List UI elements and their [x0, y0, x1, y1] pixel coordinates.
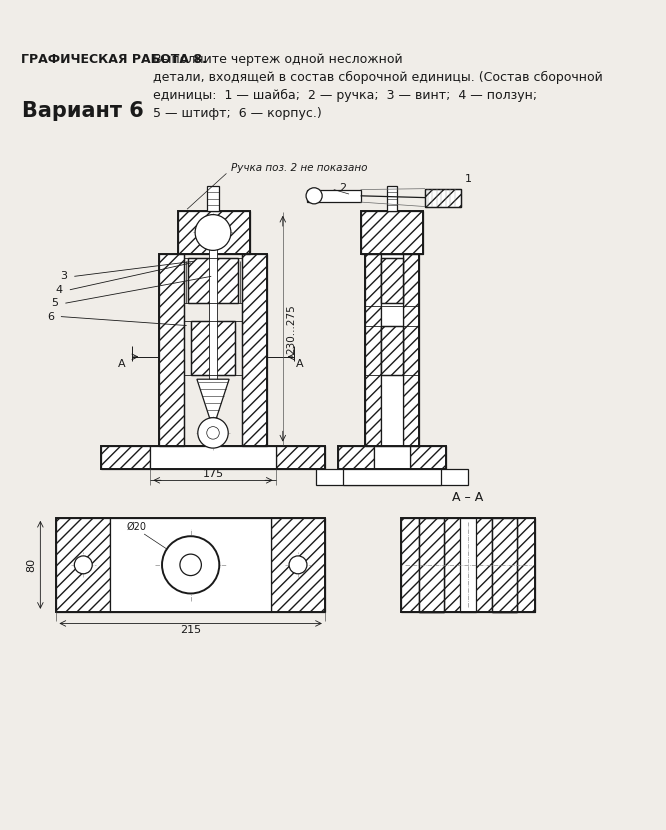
Bar [410, 447, 446, 469]
Bar [159, 254, 184, 447]
Polygon shape [197, 379, 229, 428]
Bar [419, 518, 444, 612]
Bar [360, 211, 424, 254]
Bar [338, 447, 374, 469]
Bar [110, 518, 271, 612]
Bar [206, 186, 219, 211]
Bar [57, 518, 110, 612]
Bar [401, 518, 535, 612]
Circle shape [162, 536, 219, 593]
Bar [403, 254, 419, 447]
Bar [492, 518, 517, 612]
Text: Выполните чертеж одной несложной
детали, входящей в состав сборочной единицы. (С: Выполните чертеж одной несложной детали,… [153, 52, 603, 120]
Bar [242, 254, 266, 447]
Bar [401, 518, 535, 612]
Circle shape [180, 554, 201, 575]
Circle shape [289, 556, 307, 574]
Bar [343, 469, 441, 485]
Bar [425, 188, 461, 207]
Circle shape [206, 427, 219, 439]
Bar [151, 447, 276, 469]
Bar [381, 258, 403, 303]
Bar [460, 518, 476, 612]
Bar [419, 518, 444, 612]
Circle shape [306, 188, 322, 204]
Text: А: А [118, 359, 126, 369]
Text: 215: 215 [180, 625, 201, 635]
Bar [159, 254, 266, 447]
Text: А – А: А – А [452, 491, 484, 505]
Bar [101, 447, 325, 469]
Bar [381, 325, 403, 374]
Bar [178, 211, 250, 254]
Text: ГРАФИЧЕСКАЯ РАБОТА 8.: ГРАФИЧЕСКАЯ РАБОТА 8. [21, 52, 206, 66]
Bar [338, 447, 446, 469]
Circle shape [198, 417, 228, 448]
Bar [374, 447, 410, 469]
Bar [57, 518, 325, 612]
Bar [381, 258, 403, 303]
Bar [492, 518, 517, 612]
Bar [271, 518, 325, 612]
Text: 230...275: 230...275 [286, 304, 296, 354]
Text: 80: 80 [26, 558, 36, 572]
Text: 4: 4 [55, 285, 63, 295]
Text: 2: 2 [339, 183, 346, 193]
Text: 6: 6 [47, 311, 54, 321]
Bar [381, 325, 403, 374]
Text: 3: 3 [60, 271, 67, 281]
Bar [365, 254, 419, 447]
Bar [307, 189, 360, 202]
Bar [276, 447, 325, 469]
Text: 175: 175 [202, 468, 224, 479]
Bar [492, 518, 517, 612]
Bar [419, 518, 444, 612]
Text: 1: 1 [466, 174, 472, 184]
Bar [191, 321, 235, 374]
Text: 5: 5 [51, 298, 58, 308]
Bar [381, 254, 403, 447]
Bar [386, 186, 398, 211]
Bar [191, 321, 235, 374]
Bar [316, 469, 468, 485]
Text: Вариант 6: Вариант 6 [23, 101, 145, 121]
Text: А: А [296, 359, 304, 369]
Circle shape [75, 556, 92, 574]
Bar [360, 211, 424, 254]
Bar [178, 211, 250, 254]
Bar [209, 236, 216, 393]
Bar [425, 188, 461, 207]
Bar [365, 254, 381, 447]
Text: Ручка поз. 2 не показано: Ручка поз. 2 не показано [231, 164, 368, 173]
Bar [101, 447, 151, 469]
Text: Ø20: Ø20 [127, 522, 147, 532]
Bar [188, 258, 238, 303]
Circle shape [195, 215, 231, 251]
Bar [188, 258, 238, 303]
